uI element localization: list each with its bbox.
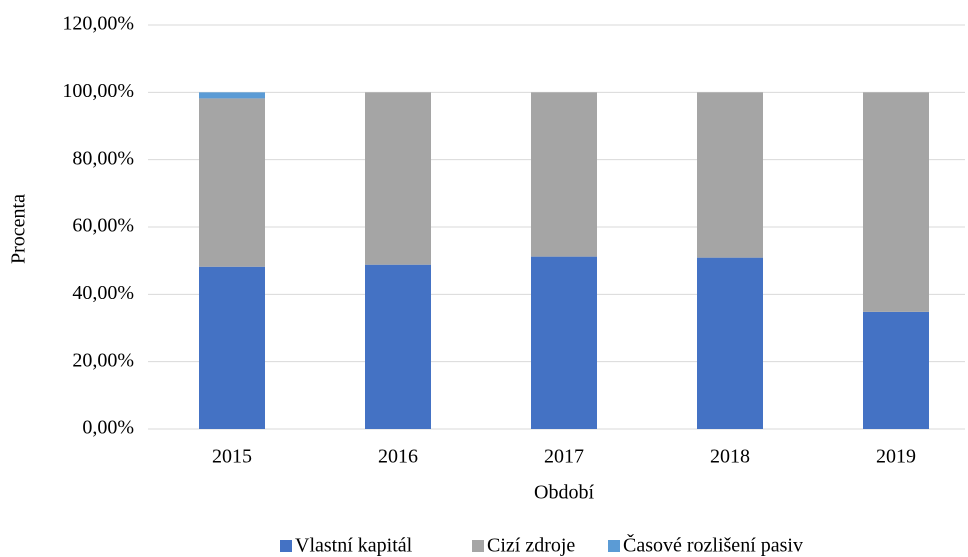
y-tick-label: 60,00% bbox=[72, 215, 134, 237]
y-axis-label: Procenta bbox=[8, 194, 30, 264]
x-axis-label: Období bbox=[534, 482, 594, 504]
bar-segment bbox=[199, 92, 265, 99]
y-tick-label: 100,00% bbox=[62, 80, 134, 102]
y-tick-label: 40,00% bbox=[72, 282, 134, 304]
bar-segment bbox=[863, 92, 929, 312]
y-tick-label: 120,00% bbox=[62, 13, 134, 35]
legend-swatch bbox=[280, 540, 292, 552]
y-tick-label: 0,00% bbox=[82, 417, 134, 439]
bar-segment bbox=[531, 92, 597, 257]
legend-label: Časové rozlišení pasiv bbox=[623, 533, 803, 557]
legend-swatch bbox=[608, 540, 620, 552]
x-tick-label: 2016 bbox=[378, 446, 418, 468]
x-tick-label: 2015 bbox=[212, 446, 252, 468]
legend-label: Cizí zdroje bbox=[487, 535, 575, 557]
bar-segment bbox=[365, 264, 431, 429]
bar-segment bbox=[697, 92, 763, 258]
bar-segment bbox=[697, 257, 763, 429]
y-tick-label: 20,00% bbox=[72, 349, 134, 371]
x-tick-label: 2018 bbox=[710, 446, 750, 468]
bar-segment bbox=[365, 92, 431, 265]
x-tick-label: 2017 bbox=[544, 446, 584, 468]
legend-label: Vlastní kapitál bbox=[295, 535, 413, 557]
bar-segment bbox=[199, 266, 265, 429]
bar-segment bbox=[531, 256, 597, 429]
bar-segment bbox=[863, 311, 929, 429]
x-tick-label: 2019 bbox=[876, 446, 916, 468]
y-tick-label: 80,00% bbox=[72, 147, 134, 169]
legend-swatch bbox=[472, 540, 484, 552]
bar-segment bbox=[199, 98, 265, 267]
